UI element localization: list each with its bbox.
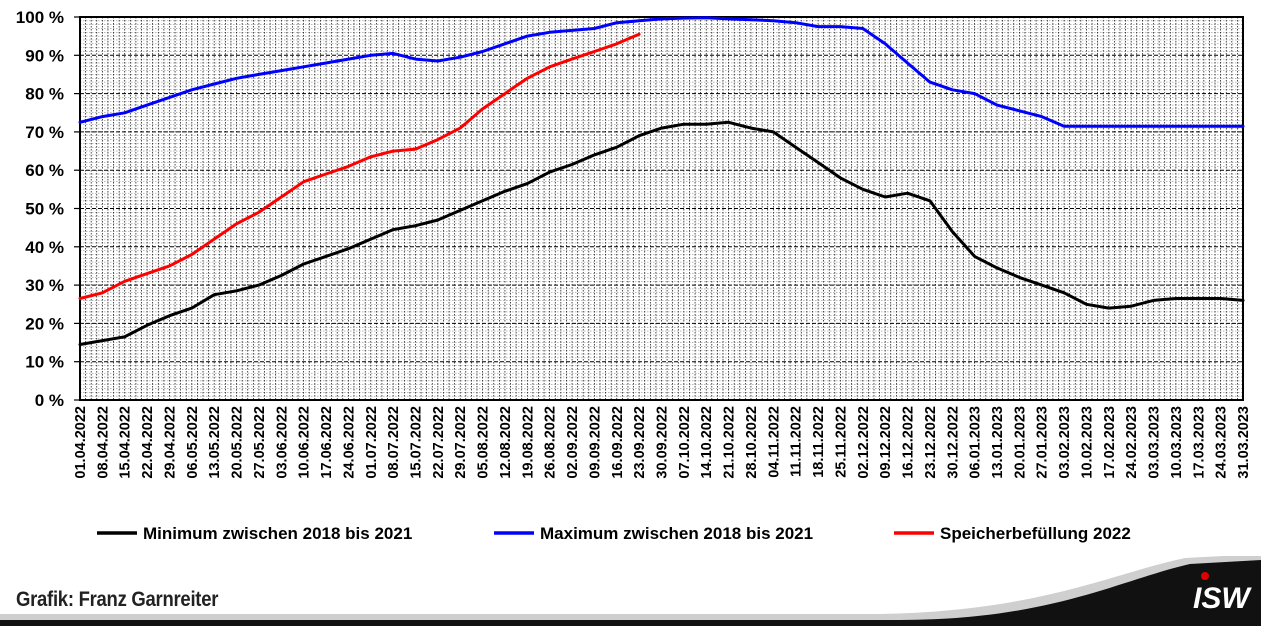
x-tick-label: 05.08.2022 <box>476 406 492 479</box>
x-tick-label: 07.10.2022 <box>677 406 693 479</box>
y-tick-label: 20 % <box>25 314 64 333</box>
storage-chart: 100 % 90 % 80 % 70 % 60 % 50 % 40 % 30 % 20 % 10 … <box>16 8 1252 543</box>
x-tick-label: 24.02.2023 <box>1124 406 1140 479</box>
x-tick-label: 30.12.2022 <box>945 406 961 479</box>
x-tick-label: 22.07.2022 <box>431 406 447 479</box>
x-tick-label: 09.12.2022 <box>878 406 894 479</box>
x-tick-label: 24.06.2022 <box>341 406 357 479</box>
x-tick-label: 25.11.2022 <box>833 406 849 478</box>
x-tick-label: 06.01.2023 <box>968 406 984 479</box>
x-tick-label: 01.07.2022 <box>364 406 380 479</box>
y-tick-label: 50 % <box>25 200 64 219</box>
x-tick-label: 17.02.2023 <box>1102 406 1118 479</box>
legend-label-2: Maximum zwischen 2018 bis 2021 <box>540 524 813 543</box>
y-tick-label: 100 % <box>16 8 64 27</box>
y-tick-label: 60 % <box>25 161 64 180</box>
x-tick-label: 09.09.2022 <box>587 406 603 479</box>
x-tick-label: 03.06.2022 <box>274 406 290 479</box>
y-tick-label: 40 % <box>25 238 64 257</box>
x-tick-label: 20.05.2022 <box>230 406 246 479</box>
x-tick-label: 27.01.2023 <box>1035 406 1051 479</box>
x-tick-label: 17.06.2022 <box>319 406 335 479</box>
x-tick-label: 03.03.2023 <box>1147 406 1163 479</box>
x-tick-label: 11.11.2022 <box>789 406 805 477</box>
x-tick-label: 04.11.2022 <box>766 406 782 478</box>
y-tick-label: 30 % <box>25 276 64 295</box>
x-tick-label: 26.08.2022 <box>543 406 559 479</box>
x-tick-label: 10.03.2023 <box>1169 406 1185 479</box>
legend-label-3: Speicherbefüllung 2022 <box>940 524 1131 543</box>
y-tick-label: 90 % <box>25 46 64 65</box>
x-tick-label: 14.10.2022 <box>699 406 715 479</box>
y-tick-label: 0 % <box>35 391 64 410</box>
x-tick-label: 15.04.2022 <box>118 406 134 479</box>
x-tick-label: 21.10.2022 <box>722 406 738 479</box>
x-tick-label: 10.02.2023 <box>1079 406 1095 479</box>
x-axis: 01.04.2022 08.04.2022 15.04.2022 22.04.2022… <box>73 406 1252 479</box>
x-tick-label: 22.04.2022 <box>140 406 156 479</box>
x-tick-label: 08.04.2022 <box>95 406 111 479</box>
x-tick-label: 16.09.2022 <box>610 406 626 479</box>
legend: Minimum zwischen 2018 bis 2021 Maximum zw… <box>97 524 1131 543</box>
x-tick-label: 17.03.2023 <box>1191 406 1207 479</box>
y-tick-label: 70 % <box>25 123 64 142</box>
x-tick-label: 27.05.2022 <box>252 406 268 479</box>
x-tick-label: 15.07.2022 <box>408 406 424 479</box>
x-tick-label: 08.07.2022 <box>386 406 402 479</box>
isw-logo-dot <box>1201 572 1209 580</box>
y-tick-label: 10 % <box>25 353 64 372</box>
y-tick-label: 80 % <box>25 85 64 104</box>
isw-logo: ISW <box>1193 582 1252 615</box>
x-tick-label: 02.09.2022 <box>565 406 581 479</box>
x-tick-label: 24.03.2023 <box>1214 406 1230 479</box>
y-axis: 100 % 90 % 80 % 70 % 60 % 50 % 40 % 30 % 20 % 10 … <box>16 8 80 410</box>
legend-label-1: Minimum zwischen 2018 bis 2021 <box>143 524 412 543</box>
series-line-3 <box>78 32 641 300</box>
x-tick-label: 02.12.2022 <box>856 406 872 479</box>
x-tick-label: 16.12.2022 <box>901 406 917 479</box>
series-lines <box>78 16 1245 346</box>
x-tick-label: 28.10.2022 <box>744 406 760 479</box>
x-tick-label: 23.12.2022 <box>923 406 939 479</box>
x-tick-label: 30.09.2022 <box>655 406 671 479</box>
series-line-1 <box>78 120 1245 346</box>
x-tick-label: 29.07.2022 <box>453 406 469 479</box>
x-tick-label: 23.09.2022 <box>632 406 648 479</box>
x-tick-label: 20.01.2023 <box>1012 406 1028 479</box>
x-tick-label: 19.08.2022 <box>520 406 536 479</box>
x-tick-label: 29.04.2022 <box>162 406 178 479</box>
footer-banner: ISW <box>0 556 1261 626</box>
x-tick-label: 10.06.2022 <box>297 406 313 479</box>
x-tick-label: 06.05.2022 <box>185 406 201 479</box>
series-line-2 <box>78 16 1245 128</box>
x-tick-label: 18.11.2022 <box>811 406 827 478</box>
x-tick-label: 01.04.2022 <box>73 406 89 479</box>
x-tick-label: 03.02.2023 <box>1057 406 1073 479</box>
x-tick-label: 31.03.2023 <box>1236 406 1252 479</box>
grid-lines <box>80 17 1243 400</box>
credit-text: Grafik: Franz Garnreiter <box>16 588 219 611</box>
x-tick-label: 13.01.2023 <box>990 406 1006 479</box>
x-tick-label: 12.08.2022 <box>498 406 514 479</box>
x-tick-label: 13.05.2022 <box>207 406 223 479</box>
